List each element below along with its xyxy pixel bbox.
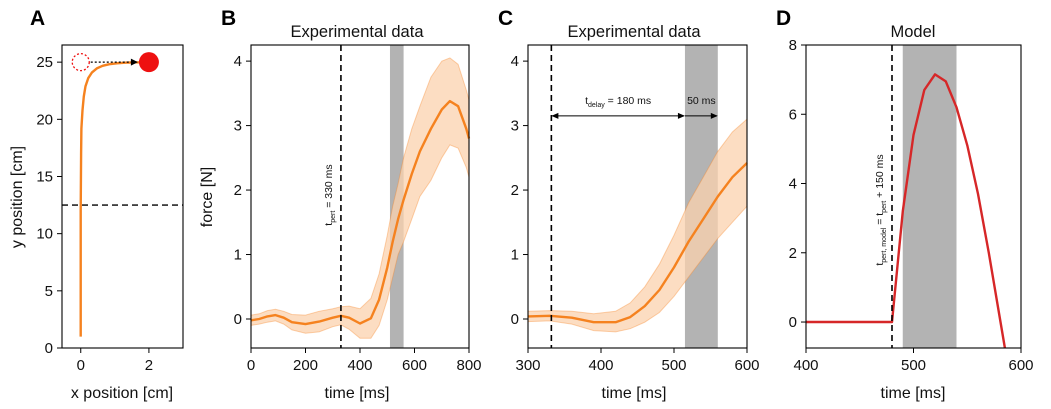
panel-a-xtick-label: 0 (77, 357, 85, 374)
panel-letter-b: B (221, 7, 236, 30)
panel-b-ytick-label: 2 (234, 182, 242, 199)
panel-a-ytick-label: 10 (36, 226, 53, 243)
panel-a-xlabel: x position [cm] (71, 385, 173, 402)
panel-d-xtick-label: 500 (901, 357, 926, 374)
panel-c-xlabel: time [ms] (602, 385, 667, 402)
panel-d-xtick-label: 400 (793, 357, 818, 374)
panel-c-xtick-label: 400 (588, 357, 613, 374)
panel-c-ytick-label: 4 (511, 53, 519, 70)
panel-b-title: Experimental data (291, 23, 425, 41)
panel-c-xtick-label: 300 (515, 357, 540, 374)
panel-b-confidence-band (250, 57, 470, 339)
panel-c-frame (527, 44, 748, 349)
panel-c-ytick-label: 1 (511, 247, 519, 264)
panel-letter-a: A (30, 7, 45, 30)
panel-d-ytick-label: 8 (789, 37, 797, 54)
panel-letter-c: C (498, 7, 513, 30)
panel-d-model-line (806, 73, 1007, 349)
panel-b-ytick-label: 3 (234, 118, 242, 135)
panel-a-frame (61, 44, 184, 349)
panel-b-ytick-label: 4 (234, 53, 242, 70)
panel-b-plot: 0 200 400 600 800 0 1 2 3 4 tpert = 330 ms (234, 44, 482, 374)
panel-a-ytick-label: 0 (45, 340, 53, 357)
panel-a-ytick-label: 15 (36, 168, 53, 185)
panel-a-ytick-label: 5 (45, 283, 53, 300)
panel-c-xtick-label: 600 (734, 357, 759, 374)
panel-b-ytick-label: 0 (234, 311, 242, 328)
panel-b-xtick-label: 200 (293, 357, 318, 374)
panel-a-start-marker (71, 53, 90, 72)
panel-b-xtick-label: 400 (347, 357, 372, 374)
panel-a-target-marker (138, 52, 159, 73)
panel-d-plot: 400 500 600 0 2 4 6 8 tpert, model = tpert + 150… (789, 37, 1034, 374)
panel-c-window-arrowhead (710, 112, 718, 119)
panel-a-jump-arrowhead (130, 58, 138, 66)
panel-b-ylabel: force [N] (199, 167, 216, 227)
panel-c-title: Experimental data (568, 23, 702, 41)
panel-c-ytick-label: 3 (511, 118, 519, 135)
panel-c-ytick-label: 0 (511, 311, 519, 328)
panel-b-xlabel: time [ms] (325, 385, 390, 402)
panel-d-ytick-label: 0 (789, 314, 797, 331)
panel-a-xtick-label: 2 (145, 357, 153, 374)
panel-c-delay-arrowhead-right (677, 112, 685, 119)
panel-b-tpert-label: tpert = 330 ms (323, 164, 337, 225)
panel-a-ylabel: y position [cm] (9, 146, 26, 248)
panel-c-xtick-label: 500 (661, 357, 686, 374)
panel-c-mean-force-line (527, 162, 748, 324)
panel-b-mean-force-line (250, 99, 471, 326)
panel-a-ytick-label: 20 (36, 111, 53, 128)
panel-a-ytick-label: 25 (36, 54, 53, 71)
panel-c-plot: 300 400 500 600 0 1 2 3 4 tdelay = 180 ms 50 ms (511, 44, 760, 374)
panel-b-xtick-label: 600 (402, 357, 427, 374)
panel-letter-d: D (776, 7, 791, 30)
panel-d-ytick-label: 6 (789, 106, 797, 123)
panel-c-window-label: 50 ms (687, 95, 716, 107)
panel-d-xtick-label: 600 (1008, 357, 1033, 374)
panel-a-trajectory (79, 61, 149, 337)
panel-c-delay-label: tdelay = 180 ms (585, 95, 651, 109)
panel-d-title: Model (891, 23, 936, 41)
panel-b-ytick-label: 1 (234, 247, 242, 264)
panel-d-shade (902, 45, 957, 348)
panel-b-xtick-label: 800 (456, 357, 481, 374)
panel-b-xtick-label: 0 (247, 357, 255, 374)
panel-c-delay-arrowhead-left (551, 112, 559, 119)
panel-d-tpert-label: tpert, model = tpert + 150 ms (874, 154, 888, 265)
panel-d-ytick-label: 4 (789, 176, 797, 193)
panel-d-xlabel: time [ms] (881, 385, 946, 402)
panel-c-ytick-label: 2 (511, 182, 519, 199)
panel-d-ytick-label: 2 (789, 245, 797, 262)
